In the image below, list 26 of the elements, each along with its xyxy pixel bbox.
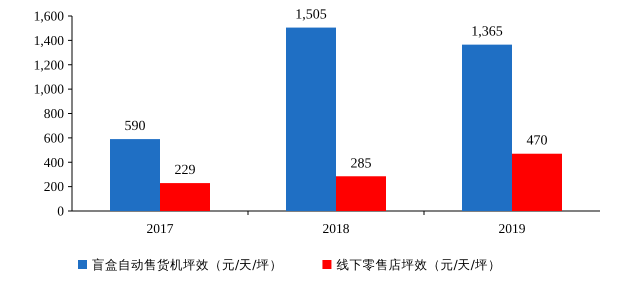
y-tick-label: 1,200 bbox=[34, 57, 64, 72]
legend-label: 盲盒自动售货机坪效（元/天/坪） bbox=[92, 257, 282, 272]
y-tick-label: 1,600 bbox=[34, 8, 64, 24]
y-tick-label: 600 bbox=[44, 130, 64, 146]
bar bbox=[286, 28, 336, 211]
data-label: 590 bbox=[124, 119, 146, 134]
data-label: 1,365 bbox=[471, 24, 503, 40]
bar bbox=[512, 154, 562, 211]
y-tick-label: 1,400 bbox=[34, 32, 64, 48]
y-tick-label: 1,000 bbox=[34, 82, 64, 97]
bar bbox=[160, 183, 210, 211]
x-tick-label: 2018 bbox=[322, 221, 350, 236]
bar bbox=[462, 44, 512, 211]
x-tick-label: 2019 bbox=[498, 221, 526, 236]
data-label: 229 bbox=[174, 163, 196, 178]
data-label: 470 bbox=[526, 134, 548, 149]
data-label: 285 bbox=[350, 156, 372, 172]
y-tick-label: 0 bbox=[57, 204, 64, 218]
bar bbox=[336, 176, 386, 211]
y-tick-label: 200 bbox=[44, 179, 64, 194]
bar bbox=[110, 139, 160, 211]
y-tick-label: 800 bbox=[44, 106, 64, 121]
y-tick-label: 400 bbox=[44, 154, 64, 170]
data-label: 1,505 bbox=[295, 8, 327, 23]
x-tick-label: 2017 bbox=[146, 221, 174, 236]
legend-label: 线下零售店坪效（元/天/坪） bbox=[336, 257, 501, 272]
